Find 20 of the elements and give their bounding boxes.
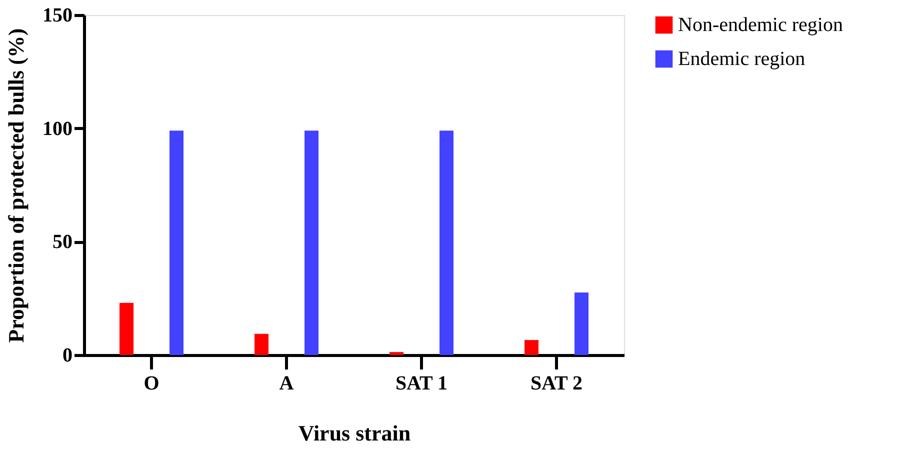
legend-label: Non-endemic region [678, 14, 843, 36]
x-tick-label: A [279, 372, 294, 394]
x-tick-label: SAT 2 [530, 372, 583, 394]
bar [440, 130, 454, 355]
x-tick-label: O [144, 372, 160, 394]
bar [254, 334, 268, 355]
y-tick-label: 0 [62, 344, 72, 366]
bar [120, 302, 134, 355]
x-tick-label: SAT 1 [395, 372, 448, 394]
y-axis-title: Proportion of protected bulls (%) [4, 28, 28, 343]
y-tick-label: 100 [42, 118, 72, 140]
bar [304, 130, 318, 355]
legend-label: Endemic region [678, 48, 806, 70]
bar [524, 340, 538, 355]
bar [574, 292, 588, 355]
y-tick-label: 150 [42, 4, 72, 26]
y-tick-label: 50 [52, 231, 72, 254]
bar [170, 130, 184, 355]
bar [390, 352, 404, 355]
x-axis-title: Virus strain [298, 420, 411, 446]
